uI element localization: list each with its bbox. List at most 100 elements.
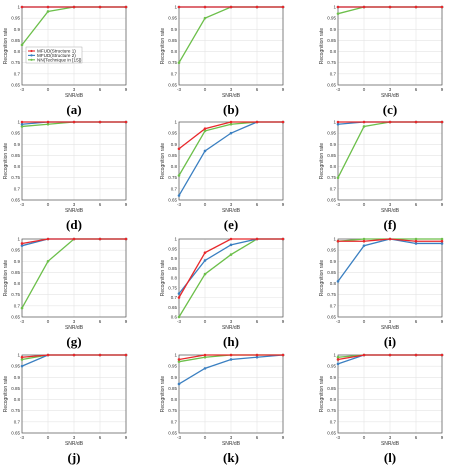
data-point-structure1 [255, 120, 259, 124]
data-point-structure1 [281, 120, 285, 124]
data-point-structure1 [177, 5, 181, 9]
y-tick-label: 0.75 [168, 60, 177, 65]
legend-marker-structure1 [30, 49, 33, 53]
y-tick-label: 0.7 [330, 419, 337, 424]
panel-l: 0.65 0.7 0.75 0.8 0.85 0.9 0.95 1 -3 0 3 6 9 SNR/dB Re… [319, 353, 444, 466]
y-tick-label: 1 [17, 353, 20, 358]
x-axis-label: SNR/dB [222, 441, 241, 447]
y-tick-label: 0.8 [330, 164, 337, 169]
data-point-structure1 [20, 120, 24, 124]
y-tick-label: 0.7 [14, 419, 21, 424]
y-tick-label: 1 [333, 5, 336, 10]
y-tick-label: 0.7 [171, 419, 178, 424]
data-point-structure2 [20, 364, 24, 368]
y-tick-label: 0.65 [168, 83, 177, 88]
y-tick-label: 1 [17, 120, 20, 125]
x-tick-label: 0 [363, 202, 366, 207]
y-tick-label: 0.9 [330, 142, 337, 147]
data-point-structure2 [203, 149, 207, 153]
x-tick-label: 0 [363, 319, 366, 324]
y-tick-label: 0.95 [327, 364, 336, 369]
data-point-structure1 [440, 239, 444, 243]
y-tick-label: 0.95 [327, 16, 336, 21]
data-point-nntech [177, 61, 181, 65]
y-tick-label: 0.85 [168, 38, 177, 43]
data-point-structure1 [440, 120, 444, 124]
data-point-nntech [20, 43, 24, 47]
y-tick-label: 0.7 [14, 71, 21, 76]
y-tick-label: 0.7 [330, 303, 337, 308]
y-tick-label: 0.85 [327, 386, 336, 391]
data-point-structure1 [362, 120, 366, 124]
y-tick-label: 0.7 [330, 71, 337, 76]
y-axis-label: Recognition rate [319, 28, 325, 65]
y-tick-label: 0.8 [171, 164, 178, 169]
x-tick-label: 9 [125, 319, 128, 324]
y-tick-label: 1 [333, 120, 336, 125]
data-point-structure1 [72, 353, 76, 357]
x-tick-label: 6 [415, 87, 418, 92]
y-tick-label: 0.8 [330, 49, 337, 54]
y-tick-label: 1 [174, 237, 177, 242]
y-tick-label: 0.65 [168, 198, 177, 203]
y-tick-label: 0.9 [330, 375, 337, 380]
y-tick-label: 0.65 [168, 431, 177, 436]
y-tick-label: 0.9 [14, 375, 21, 380]
y-tick-label: 0.95 [11, 364, 20, 369]
y-tick-label: 0.65 [327, 431, 336, 436]
x-tick-label: 6 [99, 87, 102, 92]
y-tick-label: 0.85 [168, 386, 177, 391]
data-point-nntech [336, 12, 340, 15]
data-point-structure2 [440, 242, 444, 245]
panel-label-a: (a) [66, 102, 81, 117]
data-point-structure2 [229, 358, 233, 361]
y-tick-label: 0.9 [171, 27, 178, 32]
data-point-structure1 [46, 237, 50, 241]
data-point-structure1 [388, 237, 392, 241]
data-point-structure1 [72, 5, 76, 9]
y-tick-label: 0.8 [171, 49, 178, 54]
y-axis-label: Recognition rate [160, 260, 166, 297]
y-tick-label: 0.65 [327, 315, 336, 320]
panel-b: 0.65 0.7 0.75 0.8 0.85 0.9 0.95 1 -3 0 3 6 9 SNR/dB Re… [160, 5, 285, 118]
panel-label-d: (d) [66, 217, 82, 232]
data-point-structure2 [229, 131, 233, 135]
y-tick-label: 0.9 [171, 142, 178, 147]
y-tick-label: 0.65 [327, 83, 336, 88]
data-point-structure1 [336, 358, 340, 361]
x-tick-label: 9 [282, 202, 285, 207]
x-tick-label: 9 [441, 202, 444, 207]
data-point-structure2 [177, 194, 181, 197]
x-tick-label: 6 [99, 319, 102, 324]
y-tick-label: 0.8 [171, 397, 178, 402]
x-tick-label: 3 [73, 435, 76, 440]
data-point-structure1 [255, 237, 259, 241]
x-tick-label: -3 [177, 319, 181, 324]
x-tick-label: 6 [415, 202, 418, 207]
y-axis-label: Recognition rate [3, 28, 9, 65]
legend-box [25, 46, 83, 64]
y-axis-label: Recognition rate [319, 376, 325, 413]
y-tick-label: 0.8 [14, 281, 21, 286]
data-point-nntech [203, 355, 207, 359]
data-point-nntech [440, 237, 444, 241]
x-tick-label: 6 [256, 319, 259, 324]
y-tick-label: 0.65 [168, 305, 177, 310]
y-tick-label: 0.95 [11, 131, 20, 136]
x-tick-label: 3 [389, 319, 392, 324]
data-point-structure1 [414, 353, 418, 357]
x-tick-label: 6 [256, 87, 259, 92]
y-tick-label: 0.8 [330, 281, 337, 286]
data-point-structure1 [336, 120, 340, 124]
data-point-nntech [177, 315, 181, 319]
y-axis-label: Recognition rate [319, 143, 325, 180]
data-point-nntech [177, 360, 181, 363]
x-tick-label: 3 [230, 87, 233, 92]
y-tick-label: 0.7 [330, 186, 337, 191]
y-tick-label: 0.9 [14, 259, 21, 264]
data-point-structure1 [98, 120, 102, 124]
data-point-structure1 [124, 5, 128, 9]
x-tick-label: 9 [441, 319, 444, 324]
y-tick-label: 0.7 [171, 295, 178, 300]
